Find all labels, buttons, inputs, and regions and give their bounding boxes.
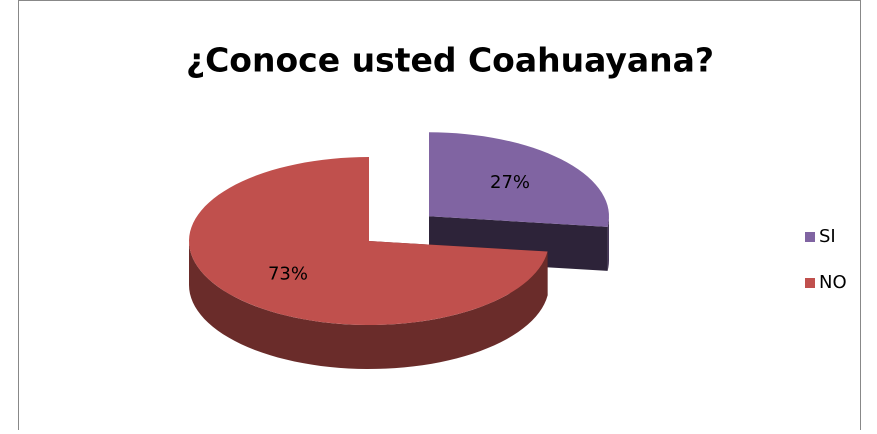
legend-swatch	[805, 278, 815, 288]
legend-swatch	[805, 232, 815, 242]
legend-label: NO	[819, 272, 847, 293]
slice-wall	[189, 241, 548, 369]
data-label: 27%	[490, 172, 530, 193]
legend: SI NO	[805, 226, 847, 293]
slice	[189, 157, 548, 325]
pie: 27% 73%	[189, 132, 610, 369]
slice	[429, 132, 609, 227]
slice-wall	[607, 216, 610, 271]
legend-label: SI	[819, 226, 836, 247]
chart-title: ¿Conoce usted Coahuayana?	[186, 41, 714, 80]
data-label: 73%	[268, 263, 308, 284]
